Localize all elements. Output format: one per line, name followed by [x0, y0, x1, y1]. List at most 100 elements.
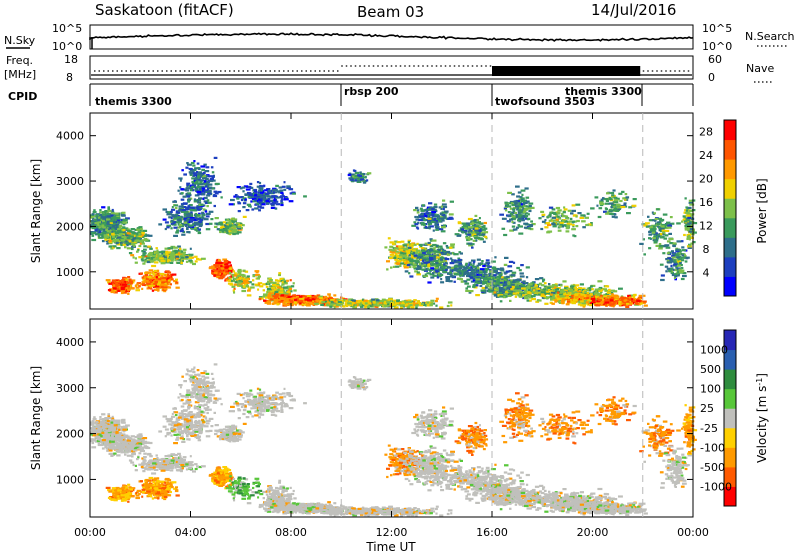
power-cell-6-118 — [197, 179, 202, 182]
power-cell-9-158 — [236, 186, 241, 189]
power-cell-7-97 — [222, 261, 228, 264]
power-cell-16-181 — [448, 252, 452, 255]
power-cell-19-82 — [467, 242, 473, 245]
power-cell-10-110 — [247, 289, 251, 292]
power-cell-16-247 — [435, 267, 439, 270]
power-cell-16-62 — [450, 257, 453, 260]
power-cell-5-4 — [205, 222, 210, 226]
power-cell-19-77 — [481, 226, 486, 229]
power-cell-4-183 — [155, 247, 158, 250]
power-cell-1-210 — [133, 239, 137, 242]
power-cell-2-135 — [127, 276, 131, 279]
power-cell-19-149 — [468, 226, 471, 229]
power-cell-19-120 — [471, 221, 474, 224]
power-cell-3-208 — [156, 269, 160, 272]
nsearch-label: N.Search — [745, 30, 795, 43]
power-cell-14-28 — [362, 181, 367, 184]
power-cell-11-30 — [286, 285, 292, 288]
power-cell-6-134 — [194, 174, 198, 177]
power-cell-3-104 — [146, 279, 150, 282]
power-cell-21-6 — [529, 228, 534, 231]
power-cell-6-100 — [203, 182, 206, 185]
power-cell-15-27 — [388, 248, 393, 251]
power-cell-20-24 — [522, 296, 526, 300]
power-cell-15-190 — [401, 250, 405, 253]
power-cell-16-46 — [402, 252, 407, 255]
power-cell-10-25 — [231, 279, 236, 283]
power-cell-0-314 — [118, 224, 123, 228]
power-cell-0-142 — [91, 227, 97, 230]
power-cell-9-133 — [256, 202, 259, 205]
power-cell-18-154 — [430, 267, 435, 270]
power-cell-5-226 — [173, 226, 178, 229]
power-cell-21-34 — [524, 212, 529, 215]
power-cell-9-178 — [268, 190, 272, 193]
power-cell-13-419 — [386, 301, 391, 304]
power-cell-6-63 — [192, 164, 196, 167]
power-cell-6-142 — [201, 168, 205, 171]
power-cell-3-141 — [175, 278, 178, 281]
power-cell-0-325 — [121, 211, 126, 214]
power-cell-18-43 — [482, 275, 487, 278]
power-cell-0-354 — [100, 221, 103, 224]
power-cell-9-153 — [257, 198, 261, 201]
power-cell-4-278 — [179, 247, 182, 250]
power-cell-2-105 — [136, 282, 141, 285]
power-cell-10-73 — [227, 279, 232, 282]
power-cell-11-92 — [269, 295, 274, 298]
power-cell-16-217 — [406, 263, 411, 267]
power-cell-0-269 — [94, 229, 98, 232]
power-cell-0-312 — [90, 224, 94, 227]
power-cell-17-137 — [439, 213, 444, 216]
power-cell-6-215 — [193, 177, 198, 181]
power-cell-12-413 — [318, 295, 324, 298]
power-cell-0-375 — [93, 209, 96, 212]
power-cell-17-62 — [443, 224, 447, 227]
power-cell-13-192 — [331, 304, 334, 307]
power-cell-18-273 — [478, 273, 482, 277]
nsky-tick-bottom: 10^0 — [52, 40, 82, 53]
power-cell-6-187 — [198, 188, 202, 191]
power-cell-20-90 — [501, 276, 505, 279]
power-cell-4-148 — [155, 256, 158, 259]
power-cell-18-269 — [476, 258, 481, 261]
power-cell-3-221 — [154, 280, 158, 283]
power-cell-16-132 — [405, 256, 409, 259]
power-cell-13-102 — [321, 301, 325, 304]
power-cell-10-63 — [256, 277, 260, 280]
power-cell-13-404 — [415, 306, 418, 309]
power-cell-4-207 — [175, 257, 179, 260]
power-cell-18-303 — [459, 272, 462, 275]
power-cell-4-197 — [188, 253, 194, 256]
power-cell-13-309 — [409, 303, 413, 307]
power-cell-3-234 — [149, 279, 152, 282]
power-cell-15-166 — [389, 250, 393, 253]
power-cell-9-108 — [256, 195, 260, 198]
power-cell-10-36 — [252, 279, 255, 282]
power-cell-16-2 — [422, 265, 426, 268]
power-cell-3-177 — [152, 273, 156, 276]
power-cell-12-297 — [286, 303, 290, 306]
power-cell-3-10 — [135, 289, 140, 292]
freq-unit: [MHz] — [4, 68, 36, 81]
power-cell-5-44 — [201, 211, 205, 214]
power-cell-5-123 — [176, 229, 180, 232]
power-cell-11-153 — [277, 286, 281, 289]
power-cell-13-367 — [362, 302, 365, 305]
power-cell-10-19 — [245, 283, 249, 286]
power-cell-5-8 — [202, 208, 206, 211]
power-cell-6-56 — [178, 205, 184, 208]
power-cell-13-387 — [375, 301, 381, 304]
power-cell-19-118 — [475, 221, 480, 224]
power-cell-0-174 — [94, 219, 98, 222]
power-cell-14-14 — [352, 176, 357, 180]
power-cell-16-48 — [432, 247, 436, 250]
power-cell-16-3 — [430, 239, 433, 242]
power-cell-4-279 — [185, 255, 189, 258]
power-cell-4-236 — [188, 256, 193, 259]
power-cell-16-166 — [427, 243, 432, 246]
power-cell-20-197 — [484, 276, 487, 279]
power-cell-6-59 — [177, 189, 180, 192]
power-cell-13-245 — [399, 301, 403, 304]
power-cell-5-204 — [179, 224, 183, 227]
